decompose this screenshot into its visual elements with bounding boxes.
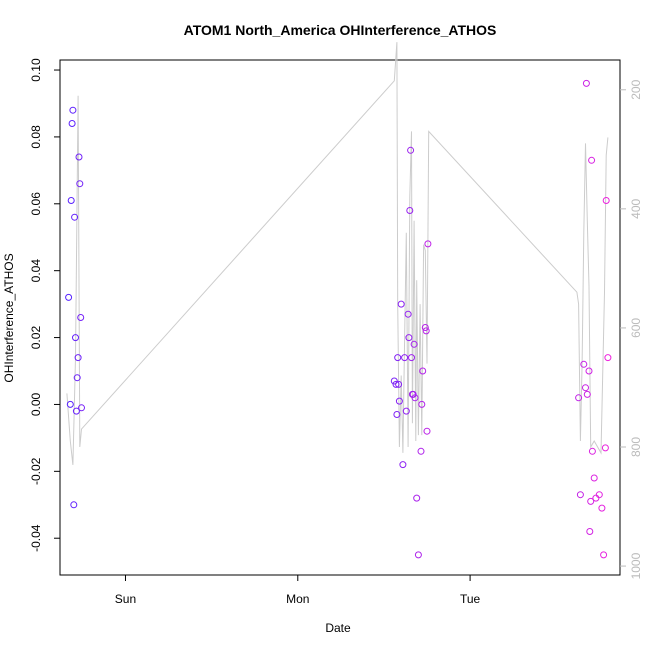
data-point [413, 494, 421, 502]
data-point [417, 447, 425, 455]
right-axis: 200 400 600 800 1000 [620, 79, 643, 579]
data-point [588, 447, 596, 455]
chart-title: ATOM1 North_America OHInterference_ATHOS [184, 22, 497, 38]
data-point [408, 354, 415, 362]
data-point [409, 390, 417, 398]
data-point [65, 293, 73, 301]
data-point [592, 494, 600, 502]
data-point [582, 384, 589, 392]
data-point [424, 240, 432, 248]
data-point [598, 504, 606, 512]
plot-frame [59, 59, 621, 576]
y-tick-label: 0.06 [29, 192, 43, 216]
data-point [69, 106, 77, 114]
data-point [590, 474, 598, 482]
data-point [75, 153, 83, 161]
data-point [72, 334, 79, 342]
x-tick-label: Tue [460, 592, 481, 606]
y-axis: -0.04 -0.02 0.00 0.02 0.04 0.06 0.08 0.10 [29, 58, 60, 552]
data-point [406, 207, 414, 214]
data-point [586, 528, 594, 535]
data-point [602, 197, 610, 204]
right-tick-label: 800 [629, 437, 643, 457]
right-tick-label: 400 [629, 199, 643, 219]
data-point [70, 501, 78, 509]
data-point [394, 354, 402, 362]
y-axis-label: OHInterference_ATHOS [2, 253, 16, 382]
data-point [580, 360, 588, 368]
data-point [74, 354, 82, 362]
data-point [600, 551, 608, 559]
x-tick-label: Sun [115, 592, 136, 606]
y-tick-label: 0.00 [29, 392, 43, 416]
right-tick-label: 1000 [629, 552, 643, 579]
y-tick-label: -0.04 [29, 524, 43, 552]
data-point [404, 310, 412, 318]
y-tick-label: 0.10 [29, 58, 43, 82]
data-point [392, 380, 400, 388]
data-point [395, 397, 403, 405]
x-tick-label: Mon [286, 592, 309, 606]
data-point [395, 380, 403, 388]
data-point [411, 394, 419, 402]
data-point [71, 213, 79, 221]
data-point [585, 367, 593, 375]
y-tick-label: 0.02 [29, 326, 43, 350]
data-point [407, 146, 415, 154]
data-point [418, 400, 426, 408]
right-tick-label: 200 [629, 79, 643, 99]
data-point [414, 551, 422, 559]
data-point [410, 340, 418, 348]
data-point [423, 427, 431, 435]
data-point [72, 407, 80, 415]
data-point [422, 327, 430, 335]
data-point [575, 394, 583, 402]
data-point [393, 411, 401, 418]
data-point [587, 497, 595, 505]
right-tick-label: 600 [629, 318, 643, 338]
x-axis: Sun Mon Tue [115, 575, 481, 606]
data-point [67, 197, 75, 204]
data-point [401, 354, 409, 362]
points-layer [65, 79, 612, 559]
data-point [419, 367, 427, 375]
data-point [582, 79, 590, 87]
data-point [576, 491, 584, 499]
data-point [76, 180, 84, 188]
data-point [604, 354, 612, 362]
y-tick-label: 0.08 [29, 125, 43, 149]
x-axis-label: Date [325, 621, 351, 635]
data-point [601, 444, 609, 452]
data-point [68, 120, 76, 127]
data-point [595, 491, 603, 499]
data-point [73, 374, 81, 382]
data-point [583, 390, 591, 398]
y-tick-label: -0.02 [29, 457, 43, 485]
data-point [405, 334, 413, 342]
data-point [588, 156, 596, 164]
altitude-line [66, 42, 609, 465]
data-point [421, 324, 429, 331]
data-point [402, 407, 410, 415]
altitude-line-layer [66, 42, 609, 465]
data-point [78, 404, 85, 412]
y-tick-label: 0.04 [29, 259, 43, 283]
data-point [390, 377, 398, 385]
data-point [399, 461, 407, 469]
data-point [66, 400, 74, 408]
data-point [397, 300, 405, 308]
data-point [77, 314, 85, 321]
